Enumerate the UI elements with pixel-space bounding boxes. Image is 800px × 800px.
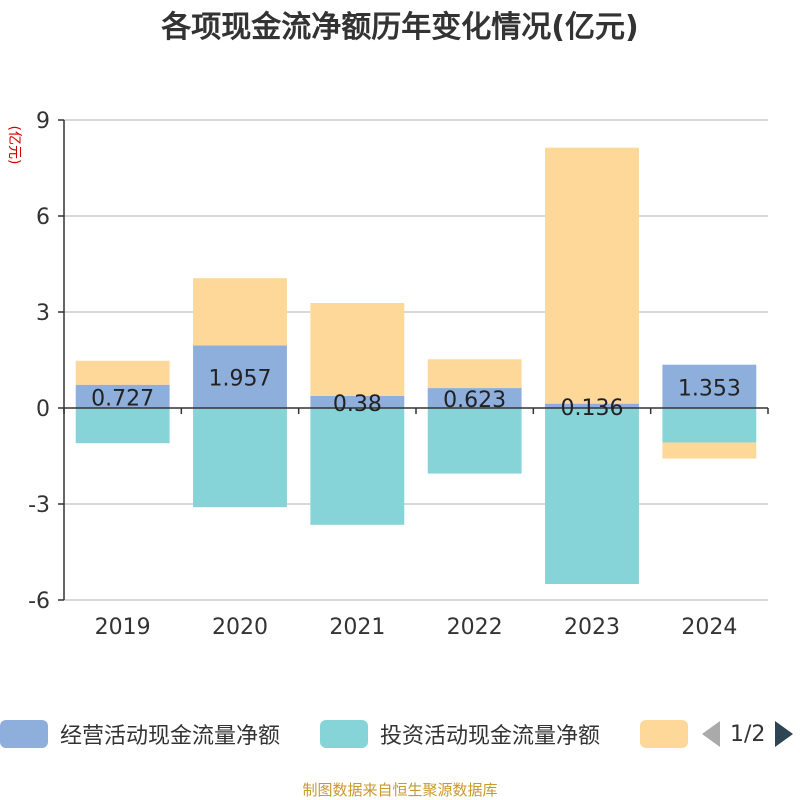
bars [75,147,757,584]
bar-series-0-2023[interactable] [545,403,639,408]
x-tick-label: 2024 [681,615,737,640]
legend-swatch-financing [640,720,688,748]
legend-swatch-operating [0,720,48,748]
bar-series-2-2019[interactable] [75,360,170,385]
cash-flow-chart: -6 -3 0 3 6 9 2019 2020 2021 2022 2023 2024 0.727 1.… [6,109,769,640]
bar-series-0-2021[interactable] [310,395,405,408]
bar-series-1-2020[interactable] [193,408,287,508]
legend-pager: 1/2 [702,718,794,750]
axes: -6 -3 0 3 6 9 2019 2020 2021 2022 2023 2024 [28,109,769,640]
data-label: 0.623 [443,388,506,413]
bar-series-2-2023[interactable] [545,147,639,404]
bar-series-1-2023[interactable] [545,408,639,584]
legend-swatch-investing [320,720,368,748]
data-label: 1.353 [678,376,741,401]
bar-series-1-2022[interactable] [427,408,522,474]
legend-item-operating[interactable]: 经营活动现金流量净额 [0,716,280,752]
x-tick-label: 2023 [564,615,620,640]
legend: 经营活动现金流量净额 投资活动现金流量净额 1/2 [0,716,800,756]
x-tick-label: 2022 [447,615,503,640]
legend-label-investing: 投资活动现金流量净额 [380,724,601,749]
legend-page-indicator: 1/2 [730,721,766,747]
data-labels: 0.727 1.957 0.38 0.623 0.136 1.353 [91,367,741,421]
y-tick-label: 9 [36,109,50,134]
bar-series-0-2024[interactable] [662,364,757,408]
y-tick-label: -3 [28,493,50,518]
bar-series-0-2020[interactable] [193,345,287,408]
data-label: 0.136 [561,396,624,421]
x-tick-label: 2021 [329,615,385,640]
data-label: 0.38 [333,392,382,417]
page-title: 各项现金流净额历年变化情况(亿元) [161,10,639,45]
bar-series-1-2019[interactable] [75,408,170,444]
data-label: 0.727 [91,386,154,411]
legend-item-investing[interactable]: 投资活动现金流量净额 [320,716,600,752]
bar-series-2-2022[interactable] [427,359,522,389]
bar-series-1-2024[interactable] [662,408,757,443]
bar-series-0-2022[interactable] [427,388,522,408]
y-tick-label: 0 [36,397,50,422]
legend-item-financing[interactable] [640,716,688,752]
y-tick-label: -6 [28,589,50,614]
bar-series-2-2021[interactable] [310,303,405,396]
y-tick-label: 3 [36,301,50,326]
legend-label-operating: 经营活动现金流量净额 [60,724,281,749]
bar-series-0-2019[interactable] [75,384,170,408]
bar-series-1-2021[interactable] [310,408,405,525]
y-tick-label: 6 [36,205,50,230]
next-page-icon[interactable] [775,721,794,747]
bar-series-2-2020[interactable] [193,278,287,346]
source-note: 制图数据来自恒生聚源数据库 [302,781,498,799]
grid-lines [64,119,768,601]
bar-series-2-2024[interactable] [662,442,757,459]
y-axis-label: (亿元) [6,126,22,165]
data-label: 1.957 [209,367,272,392]
previous-page-icon[interactable] [702,721,720,747]
x-tick-label: 2019 [95,615,151,640]
x-tick-label: 2020 [212,615,268,640]
